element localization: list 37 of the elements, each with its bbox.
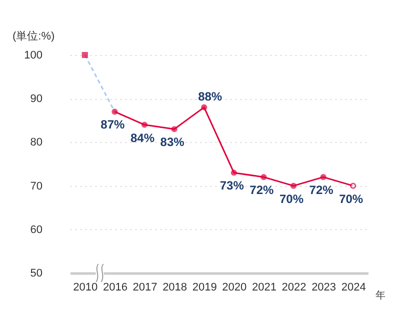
point (350, 182, 356, 189)
x-tick-label: 2020 (222, 282, 247, 294)
y-tick-label: 70 (30, 180, 42, 192)
x-tick-label: 2017 (132, 282, 158, 294)
point (171, 126, 178, 132)
x-tick-label: 2018 (162, 282, 188, 294)
data-label: 87% (100, 118, 126, 132)
data-label: 73% (220, 178, 244, 193)
y-tick-label: 60 (30, 224, 42, 236)
y-tick-label: 90 (30, 93, 42, 106)
x-tick-label: 2019 (192, 282, 217, 294)
point (112, 108, 118, 115)
x-tick-label: 2010 (73, 282, 98, 294)
y-tick-label: 50 (30, 268, 42, 280)
point (201, 104, 208, 110)
point (141, 122, 148, 128)
data-label: 70% (279, 192, 304, 206)
point (290, 182, 297, 189)
x-tick-label: 2022 (282, 282, 306, 294)
x-axis-title: 年 (376, 290, 386, 302)
y-axis-title: (単位:%) (12, 30, 55, 42)
y-tick-label: 100 (24, 50, 42, 62)
point (260, 174, 267, 180)
data-label: 72% (250, 183, 274, 198)
x-tick-label: 2023 (312, 282, 336, 294)
point (230, 170, 237, 176)
x-tick-label: 2016 (102, 282, 128, 294)
y-tick-label: 80 (30, 136, 42, 149)
x-tick-label: 2024 (341, 282, 366, 294)
point (82, 52, 88, 58)
data-label: 84% (130, 130, 155, 145)
point (320, 174, 326, 180)
data-label: 83% (160, 135, 185, 150)
x-tick-label: 2021 (252, 282, 276, 294)
data-label: 72% (309, 183, 334, 198)
data-label: 70% (339, 192, 364, 206)
data-label: 88% (198, 89, 222, 104)
